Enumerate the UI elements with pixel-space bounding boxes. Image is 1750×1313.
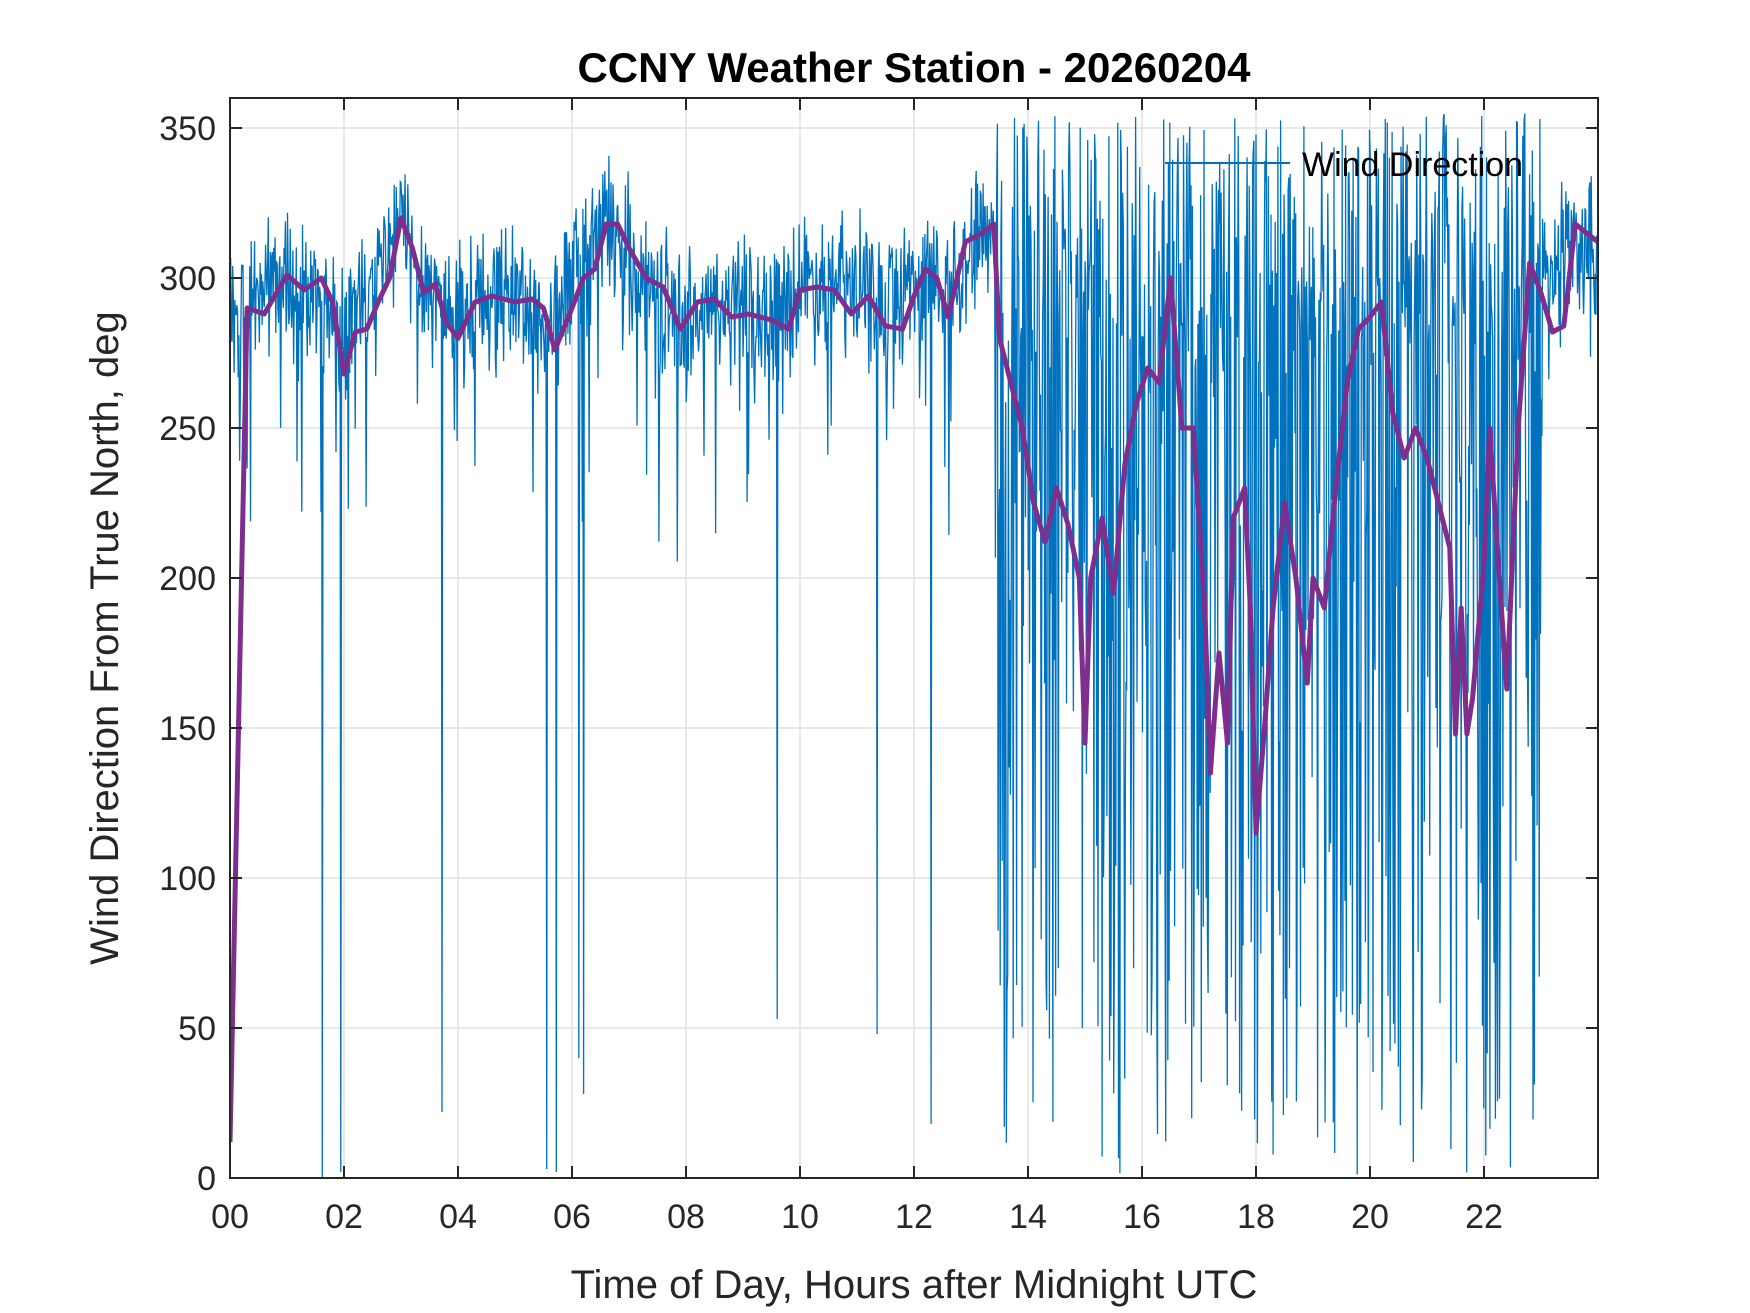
x-tick-label: 22 (1465, 1198, 1503, 1236)
chart-title: CCNY Weather Station - 20260204 (577, 44, 1251, 91)
x-tick-label: 14 (1009, 1198, 1047, 1236)
x-tick-label: 16 (1123, 1198, 1161, 1236)
y-tick-label: 350 (159, 110, 216, 148)
y-tick-label: 50 (178, 1010, 216, 1048)
y-tick-label: 250 (159, 410, 216, 448)
x-tick-label: 12 (895, 1198, 933, 1236)
y-axis-label: Wind Direction From True North, deg (83, 311, 127, 965)
x-axis-label: Time of Day, Hours after Midnight UTC (571, 1263, 1258, 1307)
x-tick-label: 10 (781, 1198, 819, 1236)
x-tick-label: 00 (211, 1198, 249, 1236)
x-tick-label: 02 (325, 1198, 363, 1236)
legend: Wind Direction (1165, 146, 1523, 184)
x-tick-label: 20 (1351, 1198, 1389, 1236)
y-tick-label: 0 (197, 1160, 216, 1198)
x-tick-label: 06 (553, 1198, 591, 1236)
x-tick-label: 18 (1237, 1198, 1275, 1236)
y-tick-label: 150 (159, 710, 216, 748)
y-tick-label: 200 (159, 560, 216, 598)
x-tick-label: 08 (667, 1198, 705, 1236)
y-tick-label: 100 (159, 860, 216, 898)
x-tick-label: 04 (439, 1198, 477, 1236)
series-line-wind-direction (230, 113, 1598, 1178)
series-layer (230, 113, 1598, 1178)
legend-label-wind-direction: Wind Direction (1302, 146, 1523, 184)
y-tick-label: 300 (159, 260, 216, 298)
axis-ticks: 00 02 04 06 08 10 12 14 16 18 20 22 0 50 100 150 200 250 3… (159, 98, 1598, 1236)
series-line-smoothed (230, 215, 1598, 1143)
